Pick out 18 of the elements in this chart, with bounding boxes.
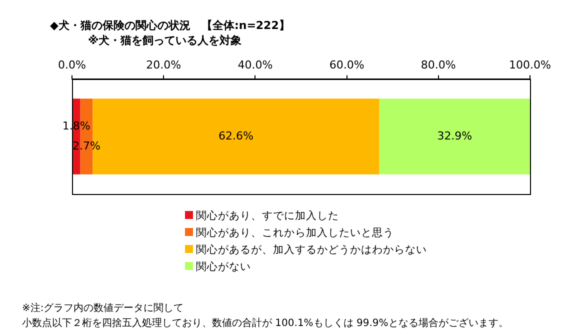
bar [379, 98, 530, 174]
chart-title: ◆犬・猫の保険の関心の状況 【全体:n=222】 [50, 18, 290, 33]
legend-label: 関心があり、これから加入したいと思う [196, 227, 394, 239]
data-label: 32.9% [437, 129, 472, 142]
legend-label: 関心があり、すでに加入した [196, 210, 339, 222]
legend-label: 関心がない [196, 261, 251, 273]
x-tick-label: 60.0% [329, 58, 364, 72]
legend-label: 関心があるが、加入するかどうかはわからない [196, 244, 427, 256]
x-tick-label: 80.0% [420, 58, 456, 72]
text: 小数点以下２桁を四捨五入処理しており、数値の合計が 100.1%もしくは 99.9%となる場合がございます。 [22, 316, 508, 331]
x-tick-label: 40.0% [238, 58, 273, 72]
x-tick-label: 100.0% [509, 58, 551, 72]
data-label: 62.6% [218, 129, 254, 142]
x-tick-label: 20.0% [146, 58, 182, 72]
text: ※注:グラフ内の数値データに関して [22, 302, 185, 316]
data-label: 2.7% [72, 139, 100, 152]
x-tick-label: 0.0% [58, 58, 86, 72]
chart-subtitle: ※犬・猫を飼っている人を対象 [88, 33, 242, 48]
